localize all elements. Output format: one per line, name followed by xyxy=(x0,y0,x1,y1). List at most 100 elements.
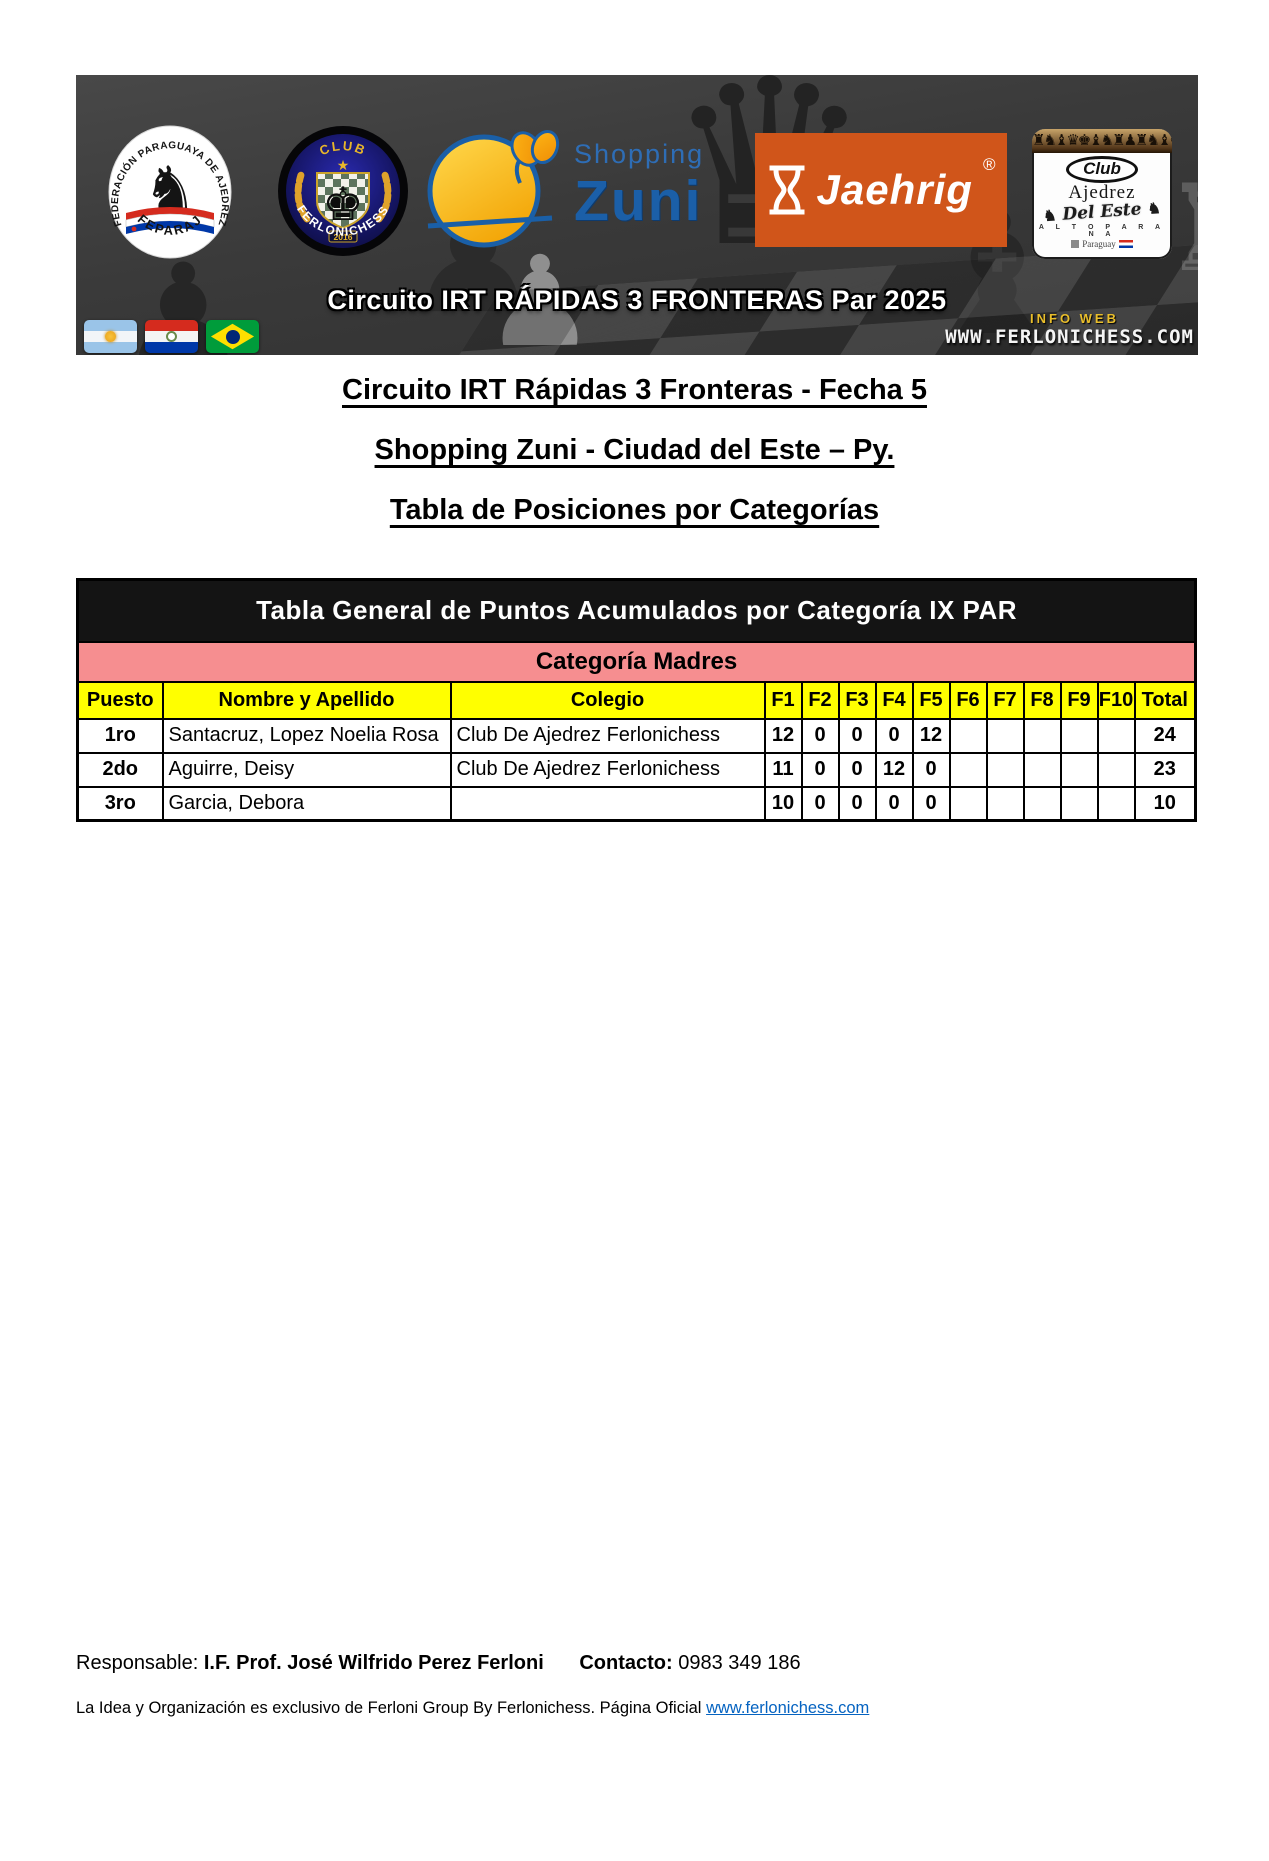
heading-table-label: Tabla de Posiciones por Categorías xyxy=(389,494,880,526)
chess-knight-icon: ♞ xyxy=(1146,198,1162,218)
info-web-label: INFO WEB xyxy=(1030,311,1119,326)
col-colegio: Colegio xyxy=(449,680,766,720)
jaehrig-name-label: Jaehrig xyxy=(816,166,973,213)
cell-total: 10 xyxy=(1133,785,1197,822)
cell-f7 xyxy=(985,785,1025,822)
chess-knight-icon: ♞ xyxy=(1042,206,1058,226)
cell-f3: 0 xyxy=(837,751,877,788)
table-row: 1ro Santacruz, Lopez Noelia Rosa Club De… xyxy=(76,717,1197,754)
footer-credits-line: La Idea y Organización es exclusivo de F… xyxy=(76,1699,869,1718)
chess-pieces-photo-strip: ♜♞♝♛♚♝♞♜♟♜♞♝♚ xyxy=(1032,129,1172,153)
col-f3: F3 xyxy=(837,680,877,720)
cell-f5: 12 xyxy=(911,717,951,754)
cell-puesto: 2do xyxy=(76,751,164,788)
feparaj-logo: FEDERACIÓN PARAGUAYA DE AJEDREZ ♞ FEPARA… xyxy=(108,125,232,259)
table-row: 2do Aguirre, Deisy Club De Ajedrez Ferlo… xyxy=(76,751,1197,788)
responsable-label: Responsable: xyxy=(76,1652,199,1674)
cell-f2: 0 xyxy=(800,751,840,788)
cell-f2: 0 xyxy=(800,717,840,754)
cell-puesto: 1ro xyxy=(76,717,164,754)
col-f10: F10 xyxy=(1096,680,1136,720)
cell-f1: 12 xyxy=(763,717,803,754)
col-f8: F8 xyxy=(1022,680,1062,720)
del-este-club-label: Club xyxy=(1066,156,1138,183)
cell-f8 xyxy=(1022,717,1062,754)
footer-responsable-line: Responsable: I.F. Prof. José Wilfrido Pe… xyxy=(76,1652,801,1675)
cell-f4: 0 xyxy=(874,717,914,754)
table-row: 3ro Garcia, Debora 10 0 0 0 0 10 xyxy=(76,785,1197,822)
zuni-logo-icon xyxy=(427,129,560,248)
cell-f10 xyxy=(1096,785,1136,822)
ferlonichess-website-link[interactable]: www.ferlonichess.com xyxy=(706,1699,870,1717)
cell-f7 xyxy=(985,717,1025,754)
col-puesto: Puesto xyxy=(76,680,164,720)
col-total: Total xyxy=(1133,680,1197,720)
ferlonichess-year-text: 2016 xyxy=(334,232,353,242)
cell-f2: 0 xyxy=(800,785,840,822)
cell-nombre: Santacruz, Lopez Noelia Rosa xyxy=(161,717,452,754)
cell-f4: 12 xyxy=(874,751,914,788)
del-este-country-label: Paraguay xyxy=(1032,239,1172,249)
cell-f8 xyxy=(1022,785,1062,822)
category-label: Categoría Madres xyxy=(76,640,1197,683)
col-f2: F2 xyxy=(800,680,840,720)
zuni-shopping-label: Shopping xyxy=(574,139,705,169)
col-f1: F1 xyxy=(763,680,803,720)
ferlonichess-logo: CLUB ★ ♚ 2016 FERLONICHESS xyxy=(278,126,408,256)
cell-f5: 0 xyxy=(911,785,951,822)
cell-f10 xyxy=(1096,717,1136,754)
cell-puesto: 3ro xyxy=(76,785,164,822)
cell-f6 xyxy=(948,785,988,822)
del-este-region-label: A L T O P A R A N A xyxy=(1038,224,1166,238)
contacto-number: 0983 349 186 xyxy=(678,1652,801,1674)
contacto-label: Contacto: xyxy=(579,1652,673,1674)
cell-f1: 11 xyxy=(763,751,803,788)
banner-title: Circuito IRT RÁPIDAS 3 FRONTERAS Par 202… xyxy=(327,285,947,315)
col-f9: F9 xyxy=(1059,680,1099,720)
chess-pawn-silhouette: ♟ xyxy=(484,240,596,355)
sun-of-may-icon xyxy=(105,331,116,342)
club-ajedrez-del-este-logo: ♜♞♝♛♚♝♞♜♟♜♞♝♚ Club Ajedrez ♞ Del Este ♞ … xyxy=(1032,129,1172,259)
cell-f1: 10 xyxy=(763,785,803,822)
col-f6: F6 xyxy=(948,680,988,720)
hourglass-icon xyxy=(769,165,805,215)
table-title-row: Tabla General de Puntos Acumulados por C… xyxy=(76,578,1197,643)
responsable-name: I.F. Prof. José Wilfrido Perez Ferloni xyxy=(203,1652,544,1674)
cell-f6 xyxy=(948,751,988,788)
brazil-flag xyxy=(206,320,259,353)
cell-f5: 0 xyxy=(911,751,951,788)
col-f4: F4 xyxy=(874,680,914,720)
zuni-name-label: Zuni xyxy=(574,169,703,233)
cell-colegio: Club De Ajedrez Ferlonichess xyxy=(449,717,766,754)
jaehrig-logo: Jaehrig ® xyxy=(755,133,1007,247)
heading-venue: Shopping Zuni - Ciudad del Este – Py. xyxy=(374,434,895,466)
event-banner: ♛ ♟ ♟ ♟ ♝ ♜ FEDERACIÓN PARAGUAYA DE AJED… xyxy=(76,75,1198,355)
category-row: Categoría Madres xyxy=(76,640,1197,683)
paraguay-flag-icon xyxy=(1118,240,1133,248)
cell-f6 xyxy=(948,717,988,754)
credits-text: La Idea y Organización es exclusivo de F… xyxy=(76,1699,702,1717)
cell-f9 xyxy=(1059,751,1099,788)
cell-f9 xyxy=(1059,717,1099,754)
del-este-ajedrez-label: Ajedrez xyxy=(1068,182,1136,203)
cell-f10 xyxy=(1096,751,1136,788)
cell-total: 23 xyxy=(1133,751,1197,788)
cell-colegio: Club De Ajedrez Ferlonichess xyxy=(449,751,766,788)
cell-f9 xyxy=(1059,785,1099,822)
col-f5: F5 xyxy=(911,680,951,720)
header-row: Puesto Nombre y Apellido Colegio F1 F2 F… xyxy=(76,680,1197,720)
argentina-flag xyxy=(84,320,137,353)
cell-f7 xyxy=(985,751,1025,788)
svg-text:♚: ♚ xyxy=(322,178,363,230)
cell-f3: 0 xyxy=(837,717,877,754)
cell-total: 24 xyxy=(1133,717,1197,754)
cell-f3: 0 xyxy=(837,785,877,822)
gray-square-icon xyxy=(1071,240,1080,248)
col-nombre: Nombre y Apellido xyxy=(161,680,452,720)
heading-event: Circuito IRT Rápidas 3 Fronteras - Fecha… xyxy=(342,374,927,406)
cell-f4: 0 xyxy=(874,785,914,822)
cell-nombre: Garcia, Debora xyxy=(161,785,452,822)
brazil-globe-icon xyxy=(225,329,240,344)
cell-nombre: Aguirre, Deisy xyxy=(161,751,452,788)
paraguay-flag xyxy=(145,320,198,353)
